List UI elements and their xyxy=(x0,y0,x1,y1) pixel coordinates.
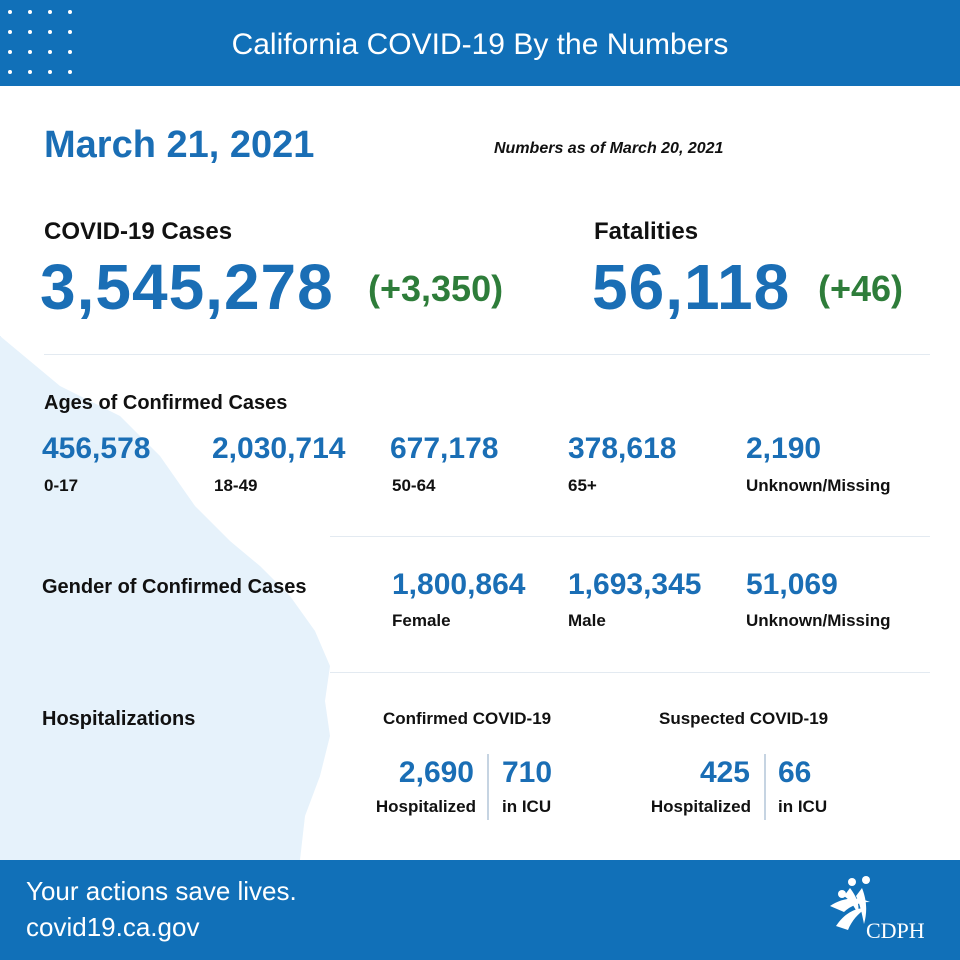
fatalities-total: 56,118 xyxy=(592,251,791,323)
california-map-silhouette xyxy=(0,336,330,860)
divider xyxy=(330,672,930,673)
ages-label: Ages of Confirmed Cases xyxy=(44,392,288,414)
divider xyxy=(330,536,930,537)
age-label-18-49: 18-49 xyxy=(214,476,258,495)
cases-delta: (+3,350) xyxy=(368,268,504,309)
age-value-0-17: 456,578 xyxy=(42,432,151,465)
suspected-icu-label: in ICU xyxy=(778,797,828,816)
gender-label-male: Male xyxy=(568,611,606,630)
age-value-50-64: 677,178 xyxy=(390,432,499,465)
confirmed-icu-value: 710 xyxy=(502,756,553,789)
age-value-18-49: 2,030,714 xyxy=(212,432,346,465)
age-value-unknown: 2,190 xyxy=(746,432,822,465)
footer-bar xyxy=(0,860,960,960)
report-date: March 21, 2021 xyxy=(44,124,315,166)
footer-tagline: Your actions save lives. xyxy=(26,876,297,906)
cdph-logo: CDPH xyxy=(830,876,925,943)
gender-value-male: 1,693,345 xyxy=(568,568,702,601)
svg-text:CDPH: CDPH xyxy=(866,918,925,943)
age-label-65-plus: 65+ xyxy=(568,476,597,495)
suspected-covid-label: Suspected COVID-19 xyxy=(659,709,829,728)
numbers-as-of: Numbers as of March 20, 2021 xyxy=(494,140,724,157)
confirmed-hospitalized-value: 2,690 xyxy=(398,756,474,789)
hospitalizations-label: Hospitalizations xyxy=(42,708,196,730)
gender-value-female: 1,800,864 xyxy=(392,568,526,601)
suspected-hospitalized-value: 425 xyxy=(699,756,750,789)
confirmed-hospitalized-label: Hospitalized xyxy=(375,797,476,816)
suspected-icu-value: 66 xyxy=(778,756,812,789)
suspected-separator xyxy=(764,754,766,820)
page-title: California COVID-19 By the Numbers xyxy=(231,28,729,61)
footer-website-link[interactable]: covid19.ca.gov xyxy=(26,912,200,942)
gender-label: Gender of Confirmed Cases xyxy=(42,576,307,598)
fatalities-label: Fatalities xyxy=(594,218,699,245)
confirmed-covid-label: Confirmed COVID-19 xyxy=(383,709,552,728)
confirmed-icu-label: in ICU xyxy=(502,797,552,816)
age-value-65-plus: 378,618 xyxy=(568,432,677,465)
cases-total: 3,545,278 xyxy=(40,251,334,323)
gender-label-unknown: Unknown/Missing xyxy=(746,611,891,630)
age-label-50-64: 50-64 xyxy=(392,476,436,495)
gender-label-female: Female xyxy=(392,611,451,630)
age-label-0-17: 0-17 xyxy=(44,476,79,495)
age-label-unknown: Unknown/Missing xyxy=(746,476,891,495)
suspected-hospitalized-label: Hospitalized xyxy=(650,797,751,816)
header-bar xyxy=(0,0,960,86)
gender-value-unknown: 51,069 xyxy=(746,568,838,601)
divider xyxy=(44,354,930,355)
cases-label: COVID-19 Cases xyxy=(44,218,233,245)
fatalities-delta: (+46) xyxy=(818,268,904,309)
confirmed-separator xyxy=(487,754,489,820)
dot-pattern-decoration xyxy=(6,6,76,76)
